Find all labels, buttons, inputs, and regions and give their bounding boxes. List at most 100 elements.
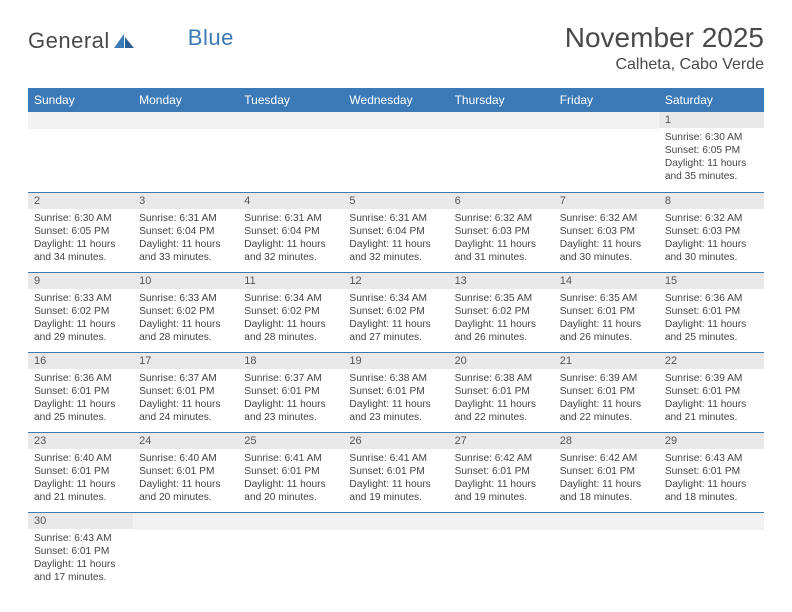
calendar-day-cell: 12Sunrise: 6:34 AMSunset: 6:02 PMDayligh… [343, 272, 448, 352]
calendar-day-cell: 17Sunrise: 6:37 AMSunset: 6:01 PMDayligh… [133, 352, 238, 432]
sunrise-text: Sunrise: 6:43 AM [665, 452, 758, 465]
calendar-day-cell: 9 Sunrise: 6:33 AMSunset: 6:02 PMDaylight… [28, 272, 133, 352]
calendar-day-cell [449, 112, 554, 192]
day-body: Sunrise: 6:32 AMSunset: 6:03 PMDaylight:… [659, 209, 764, 268]
calendar-week-row: 2Sunrise: 6:30 AMSunset: 6:05 PMDaylight… [28, 192, 764, 272]
day-body: Sunrise: 6:41 AMSunset: 6:01 PMDaylight:… [343, 449, 448, 508]
calendar-day-cell [133, 112, 238, 192]
day-body-empty [343, 129, 448, 179]
calendar-day-cell: 13Sunrise: 6:35 AMSunset: 6:02 PMDayligh… [449, 272, 554, 352]
calendar-day-cell [133, 512, 238, 592]
day-body-empty [554, 530, 659, 580]
day-body-empty [133, 129, 238, 179]
sunrise-text: Sunrise: 6:35 AM [455, 292, 548, 305]
day-number-empty [343, 513, 448, 530]
calendar-day-cell [238, 512, 343, 592]
day-body: Sunrise: 6:35 AMSunset: 6:01 PMDaylight:… [554, 289, 659, 348]
day-number: 28 [554, 433, 659, 449]
sunset-text: Sunset: 6:01 PM [349, 385, 442, 398]
sunrise-text: Sunrise: 6:33 AM [34, 292, 127, 305]
sunset-text: Sunset: 6:02 PM [34, 305, 127, 318]
day-number: 15 [659, 273, 764, 289]
daylight-text: Daylight: 11 hours and 25 minutes. [665, 318, 758, 344]
calendar-day-cell: 6Sunrise: 6:32 AMSunset: 6:03 PMDaylight… [449, 192, 554, 272]
day-body: Sunrise: 6:40 AMSunset: 6:01 PMDaylight:… [28, 449, 133, 508]
sunrise-text: Sunrise: 6:36 AM [34, 372, 127, 385]
sunrise-text: Sunrise: 6:32 AM [560, 212, 653, 225]
daylight-text: Daylight: 11 hours and 29 minutes. [34, 318, 127, 344]
daylight-text: Daylight: 11 hours and 22 minutes. [455, 398, 548, 424]
calendar-week-row: 9Sunrise: 6:33 AMSunset: 6:02 PMDaylight… [28, 272, 764, 352]
daylight-text: Daylight: 11 hours and 30 minutes. [560, 238, 653, 264]
day-number-empty [238, 513, 343, 530]
day-number: 3 [133, 193, 238, 209]
sunset-text: Sunset: 6:01 PM [34, 465, 127, 478]
sunset-text: Sunset: 6:04 PM [139, 225, 232, 238]
sunset-text: Sunset: 6:01 PM [560, 305, 653, 318]
calendar-day-cell: 22Sunrise: 6:39 AMSunset: 6:01 PMDayligh… [659, 352, 764, 432]
day-number-empty [659, 513, 764, 530]
daylight-text: Daylight: 11 hours and 26 minutes. [560, 318, 653, 344]
day-body: Sunrise: 6:42 AMSunset: 6:01 PMDaylight:… [554, 449, 659, 508]
day-body: Sunrise: 6:30 AMSunset: 6:05 PMDaylight:… [28, 209, 133, 268]
daylight-text: Daylight: 11 hours and 28 minutes. [244, 318, 337, 344]
day-body: Sunrise: 6:31 AMSunset: 6:04 PMDaylight:… [343, 209, 448, 268]
calendar-day-cell: 20Sunrise: 6:38 AMSunset: 6:01 PMDayligh… [449, 352, 554, 432]
daylight-text: Daylight: 11 hours and 23 minutes. [244, 398, 337, 424]
calendar-day-cell: 1Sunrise: 6:30 AMSunset: 6:05 PMDaylight… [659, 112, 764, 192]
day-number-empty [133, 513, 238, 530]
day-number-empty [554, 513, 659, 530]
daylight-text: Daylight: 11 hours and 20 minutes. [244, 478, 337, 504]
day-number: 11 [238, 273, 343, 289]
daylight-text: Daylight: 11 hours and 28 minutes. [139, 318, 232, 344]
sunset-text: Sunset: 6:01 PM [455, 385, 548, 398]
calendar-day-cell: 30Sunrise: 6:43 AMSunset: 6:01 PMDayligh… [28, 512, 133, 592]
sunrise-text: Sunrise: 6:32 AM [455, 212, 548, 225]
day-number: 21 [554, 353, 659, 369]
weekday-header: Saturday [659, 88, 764, 112]
sunrise-text: Sunrise: 6:30 AM [34, 212, 127, 225]
day-number: 9 [28, 273, 133, 289]
day-body: Sunrise: 6:43 AMSunset: 6:01 PMDaylight:… [659, 449, 764, 508]
day-body: Sunrise: 6:42 AMSunset: 6:01 PMDaylight:… [449, 449, 554, 508]
sunrise-text: Sunrise: 6:36 AM [665, 292, 758, 305]
calendar-day-cell: 5Sunrise: 6:31 AMSunset: 6:04 PMDaylight… [343, 192, 448, 272]
day-body: Sunrise: 6:34 AMSunset: 6:02 PMDaylight:… [238, 289, 343, 348]
day-number: 20 [449, 353, 554, 369]
calendar-day-cell: 7Sunrise: 6:32 AMSunset: 6:03 PMDaylight… [554, 192, 659, 272]
sunset-text: Sunset: 6:03 PM [665, 225, 758, 238]
day-number: 30 [28, 513, 133, 529]
calendar-day-cell: 15 Sunrise: 6:36 AMSunset: 6:01 PMDayligh… [659, 272, 764, 352]
day-body: Sunrise: 6:36 AMSunset: 6:01 PMDaylight:… [28, 369, 133, 428]
sunset-text: Sunset: 6:03 PM [560, 225, 653, 238]
sunrise-text: Sunrise: 6:35 AM [560, 292, 653, 305]
sunset-text: Sunset: 6:01 PM [665, 305, 758, 318]
daylight-text: Daylight: 11 hours and 18 minutes. [665, 478, 758, 504]
calendar-day-cell: 28Sunrise: 6:42 AMSunset: 6:01 PMDayligh… [554, 432, 659, 512]
day-number: 25 [238, 433, 343, 449]
sunrise-text: Sunrise: 6:41 AM [244, 452, 337, 465]
calendar-day-cell [449, 512, 554, 592]
day-body: Sunrise: 6:30 AMSunset: 6:05 PMDaylight:… [659, 128, 764, 187]
day-body-empty [554, 129, 659, 179]
day-number: 17 [133, 353, 238, 369]
weekday-header: Friday [554, 88, 659, 112]
day-body: Sunrise: 6:31 AMSunset: 6:04 PMDaylight:… [133, 209, 238, 268]
logo: General Blue [28, 28, 234, 54]
day-body: Sunrise: 6:37 AMSunset: 6:01 PMDaylight:… [133, 369, 238, 428]
day-number-empty [133, 112, 238, 129]
calendar-day-cell: 16Sunrise: 6:36 AMSunset: 6:01 PMDayligh… [28, 352, 133, 432]
calendar-day-cell: 25Sunrise: 6:41 AMSunset: 6:01 PMDayligh… [238, 432, 343, 512]
day-body: Sunrise: 6:37 AMSunset: 6:01 PMDaylight:… [238, 369, 343, 428]
calendar-day-cell: 27Sunrise: 6:42 AMSunset: 6:01 PMDayligh… [449, 432, 554, 512]
day-body: Sunrise: 6:34 AMSunset: 6:02 PMDaylight:… [343, 289, 448, 348]
sunrise-text: Sunrise: 6:31 AM [244, 212, 337, 225]
daylight-text: Daylight: 11 hours and 30 minutes. [665, 238, 758, 264]
sunset-text: Sunset: 6:01 PM [349, 465, 442, 478]
logo-text-blue: Blue [188, 25, 234, 51]
weekday-header: Wednesday [343, 88, 448, 112]
sunrise-text: Sunrise: 6:37 AM [139, 372, 232, 385]
weekday-header: Tuesday [238, 88, 343, 112]
sunrise-text: Sunrise: 6:37 AM [244, 372, 337, 385]
daylight-text: Daylight: 11 hours and 20 minutes. [139, 478, 232, 504]
